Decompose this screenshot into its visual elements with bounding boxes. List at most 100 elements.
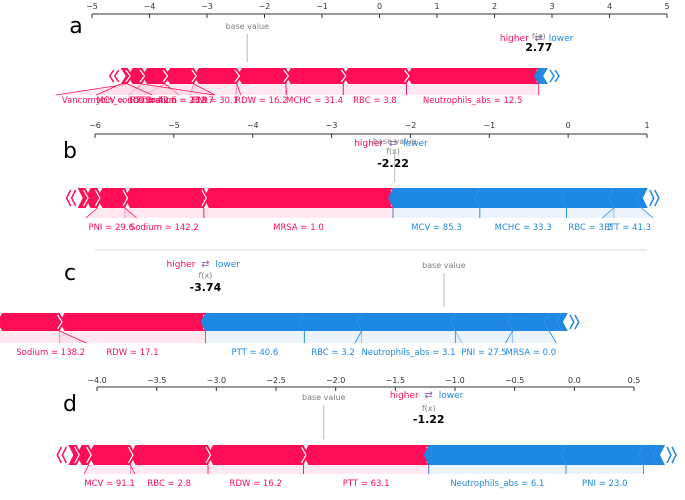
segment-divider [122,189,129,207]
x-tick-label: −1 [483,121,495,130]
force-bar-positive [207,445,309,465]
segment-divider [234,69,241,83]
label-connector-fill [393,208,480,218]
segment-divider [201,189,208,207]
force-bar-negative [638,445,658,465]
feature-label-negative: RBC = 3.2 [311,348,355,358]
label-connector-line [95,83,121,96]
force-bar-positive [68,445,82,465]
x-tick-label: 0 [566,121,571,130]
panel-letter-d: d [63,392,77,417]
bar-end-chevron [569,314,575,330]
force-bar-negative [450,313,513,331]
base-value-label: base value [373,137,417,146]
label-connector-line [236,83,242,96]
x-tick-label: 5 [664,2,669,11]
force-bar-positive [236,68,291,84]
force-bar-negative [561,188,614,208]
bar-end-chevron [654,189,660,207]
label-connector-fill [354,331,463,343]
feature-label-positive: Sodium = 142.7 [145,96,214,106]
label-connector-fill [428,465,566,474]
force-bar-positive [0,318,3,326]
force-bar-positive [77,188,91,208]
panel-d: d −4.0 −3.5 −3.0 −2.5 −2.0 −1.5 −1.0 −0.5 0.0 0.5 h… [56,376,677,489]
force-bar-negative [356,313,456,331]
x-tick-label: −5 [86,2,98,11]
force-bar-negative [652,445,666,465]
segment-divider [139,69,146,83]
force-bar-negative [636,188,648,208]
legend-arrows-icon: ⇄ [201,259,209,270]
force-bar-positive [85,188,103,208]
force-bar-negative [539,68,548,84]
segment-divider [162,69,169,83]
x-tick-label: 2 [492,2,497,11]
feature-label-negative: Neutrophils_abs = 6.1 [450,479,544,489]
label-connector-fill [205,331,305,343]
label-connector-line [285,83,288,96]
fx-label: f(x) [422,404,436,413]
label-connector-fill [406,84,539,95]
segment-divider [127,446,134,464]
x-tick-label: −3.5 [147,376,166,385]
bar-end-chevron [574,314,580,330]
bar-end-chevron [65,189,72,207]
legend-lower-label: lower [439,391,464,401]
force-bar-positive [193,68,242,84]
legend-arrows-icon: ⇄ [535,33,543,44]
feature-label-positive: RBC = 2.8 [147,479,191,489]
segment-divider [191,69,198,83]
label-connector-fill [96,84,153,95]
feature-label-negative: PTT = 41.3 [604,223,651,233]
label-connector-fill [0,331,87,343]
x-tick-label: −4 [247,121,259,130]
legend-higher-label: higher [167,260,196,270]
legend-higher-label: higher [500,34,529,44]
feature-label-negative: PTT = 40.6 [231,348,278,358]
segment-divider [644,189,651,207]
x-tick-label: −3 [201,2,213,11]
x-tick-label: −4 [144,2,156,11]
feature-label-positive: RBC = 3.8 [353,96,397,106]
panel-letter-c: c [64,261,76,286]
segment-divider [205,446,212,464]
force-bar-negative [299,313,362,331]
x-tick-label: −6 [89,121,101,130]
label-connector-line [127,83,153,96]
force-bar-positive [130,445,213,465]
force-bar-positive [76,445,94,465]
legend-arrows-icon: ⇄ [389,138,397,149]
label-connector-line [193,83,216,96]
force-bar-negative [544,313,562,331]
feature-label-positive: Neutrophils_abs = 12.5 [423,96,523,106]
label-connector-fill [235,84,287,95]
legend-arrows-icon: ⇄ [425,390,433,401]
force-bar-positive [97,188,130,208]
label-connector-fill [207,465,304,474]
bar-end-chevron [649,189,655,207]
x-tick-label: −1.0 [445,376,464,385]
fx-label: f(x) [532,32,546,41]
x-tick-label: −2 [405,121,417,130]
fx-label: f(x) [386,147,400,156]
label-connector-line [601,207,615,219]
force-bar-negative [200,313,305,331]
bar-end-chevron [666,446,672,464]
x-tick-label: −4.0 [87,376,106,385]
label-connector-fill [566,208,614,218]
label-connector-line [505,330,513,344]
feature-label-positive: PNI = 29.6 [88,223,133,233]
x-tick-label: −1 [316,2,328,11]
label-connector-fill [85,208,137,218]
feature-label-positive: MCV = 91.1 [84,479,135,489]
panel-letter-a: a [69,14,82,39]
legend-lower-label: lower [549,34,574,44]
x-tick-label: 3 [549,2,554,11]
x-tick-label: 0.0 [568,376,581,385]
force-bar-positive [203,188,399,208]
x-tick-label: 0 [377,2,382,11]
